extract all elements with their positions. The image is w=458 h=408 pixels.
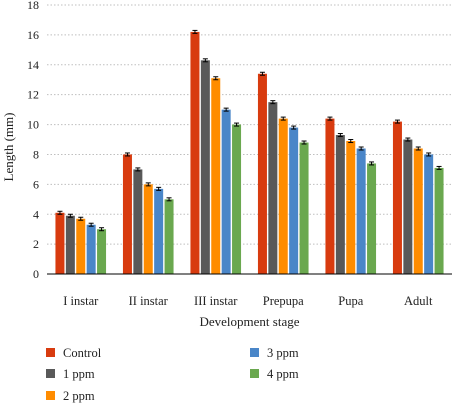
bars [55, 31, 444, 275]
bar [413, 148, 423, 275]
bar [211, 78, 221, 275]
bar [299, 142, 309, 275]
bar [278, 118, 288, 275]
y-axis-ticks: 0 2 4 6 8 10 12 14 16 18 [27, 0, 39, 281]
y-axis-title: Length (mm) [1, 113, 16, 182]
y-tick-label: 18 [27, 0, 39, 12]
bar [356, 148, 366, 275]
bar [55, 212, 65, 275]
x-axis-category-labels: I instar II instar III instar Prepupa Pupa Ad… [63, 294, 433, 308]
bar [424, 154, 434, 275]
bar [133, 169, 143, 275]
x-tick-label: II instar [129, 294, 169, 308]
legend-label: Control [63, 346, 102, 360]
bar [434, 167, 444, 275]
legend: Control 1 ppm 2 ppm 3 ppm 4 ppm [46, 346, 299, 403]
legend-label: 2 ppm [63, 389, 95, 403]
error-bars [57, 29, 442, 232]
y-tick-label: 6 [33, 177, 39, 191]
bar [65, 215, 75, 275]
legend-item: Control [46, 346, 102, 360]
bar [335, 135, 345, 275]
bar [403, 139, 413, 275]
bar [392, 121, 402, 275]
legend-item: 2 ppm [46, 389, 95, 403]
bar [367, 163, 377, 275]
x-tick-label: I instar [63, 294, 99, 308]
bar [232, 124, 242, 275]
x-tick-label: Adult [404, 294, 433, 308]
bar [154, 188, 164, 275]
y-tick-label: 0 [33, 267, 39, 281]
bar [289, 127, 299, 275]
x-tick-label: Pupa [338, 294, 363, 308]
legend-item: 1 ppm [46, 367, 95, 381]
legend-label: 4 ppm [267, 367, 299, 381]
legend-label: 1 ppm [63, 367, 95, 381]
gridlines [47, 4, 452, 245]
bar [86, 224, 96, 275]
bar [190, 31, 200, 275]
bar [221, 109, 231, 275]
legend-swatch [46, 369, 55, 378]
bar [200, 60, 210, 275]
y-tick-label: 12 [27, 88, 39, 102]
bar [257, 73, 267, 275]
x-tick-label: Prepupa [263, 294, 304, 308]
legend-item: 4 ppm [250, 367, 299, 381]
bar [325, 118, 335, 275]
bar [122, 154, 132, 275]
legend-item: 3 ppm [250, 346, 299, 360]
legend-swatch [250, 369, 259, 378]
legend-swatch [46, 348, 55, 357]
y-tick-label: 10 [27, 118, 39, 132]
bar [143, 184, 153, 275]
legend-swatch [46, 391, 55, 400]
legend-label: 3 ppm [267, 346, 299, 360]
y-tick-label: 8 [33, 147, 39, 161]
bar [346, 141, 356, 275]
y-tick-label: 16 [27, 28, 39, 42]
bar [268, 102, 278, 275]
y-tick-label: 14 [27, 58, 39, 72]
y-tick-label: 4 [33, 207, 39, 221]
bar [164, 199, 174, 275]
y-tick-label: 2 [33, 237, 39, 251]
x-tick-label: III instar [194, 294, 238, 308]
legend-swatch [250, 348, 259, 357]
bar [76, 218, 86, 275]
x-axis-title: Development stage [200, 314, 300, 329]
bar [97, 229, 107, 275]
